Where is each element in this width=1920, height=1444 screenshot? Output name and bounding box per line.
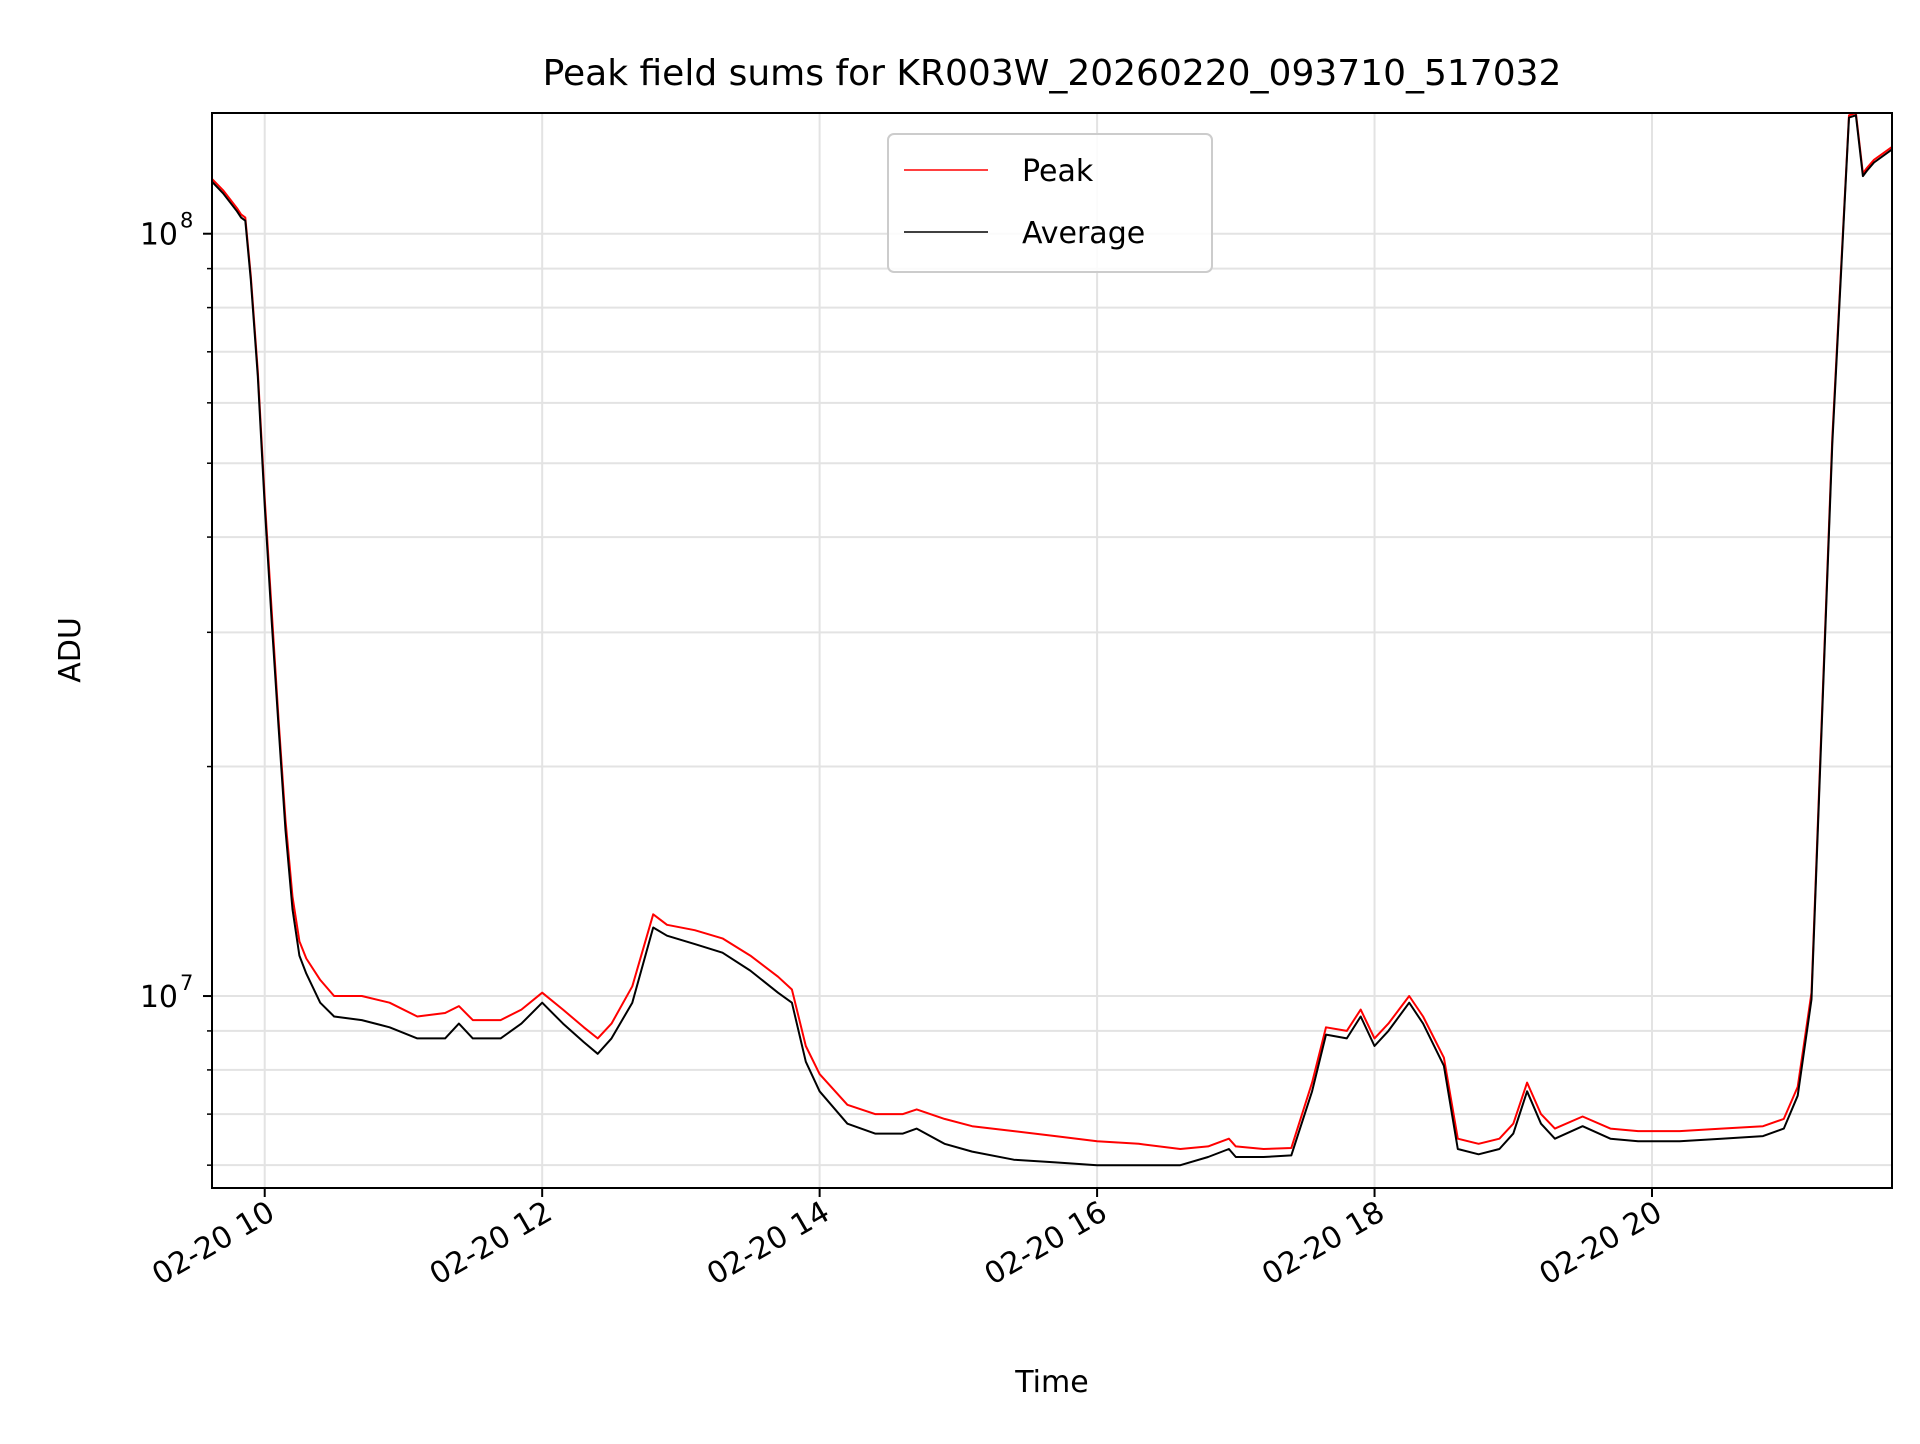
series-layer [211,112,1893,1167]
y-tick-exponent: 7 [180,971,193,995]
y-tick-exponent: 8 [180,209,193,233]
y-tick-label: 10 [140,980,178,1015]
y-tick-label: 10 [140,218,178,253]
series-line-peak [211,112,1893,1150]
legend: Peak Average [887,133,1213,273]
series-line-average [211,114,1893,1167]
legend-box [887,133,1213,273]
plot-frame [211,112,1893,1189]
grid-layer [212,113,1892,1188]
y-axis-label: ADU [53,617,88,683]
legend-label-average: Average [1022,216,1145,251]
x-axis-label: Time [1014,1365,1088,1400]
legend-label-peak: Peak [1022,154,1094,189]
chart-title: Peak field sums for KR003W_20260220_0937… [543,53,1562,94]
